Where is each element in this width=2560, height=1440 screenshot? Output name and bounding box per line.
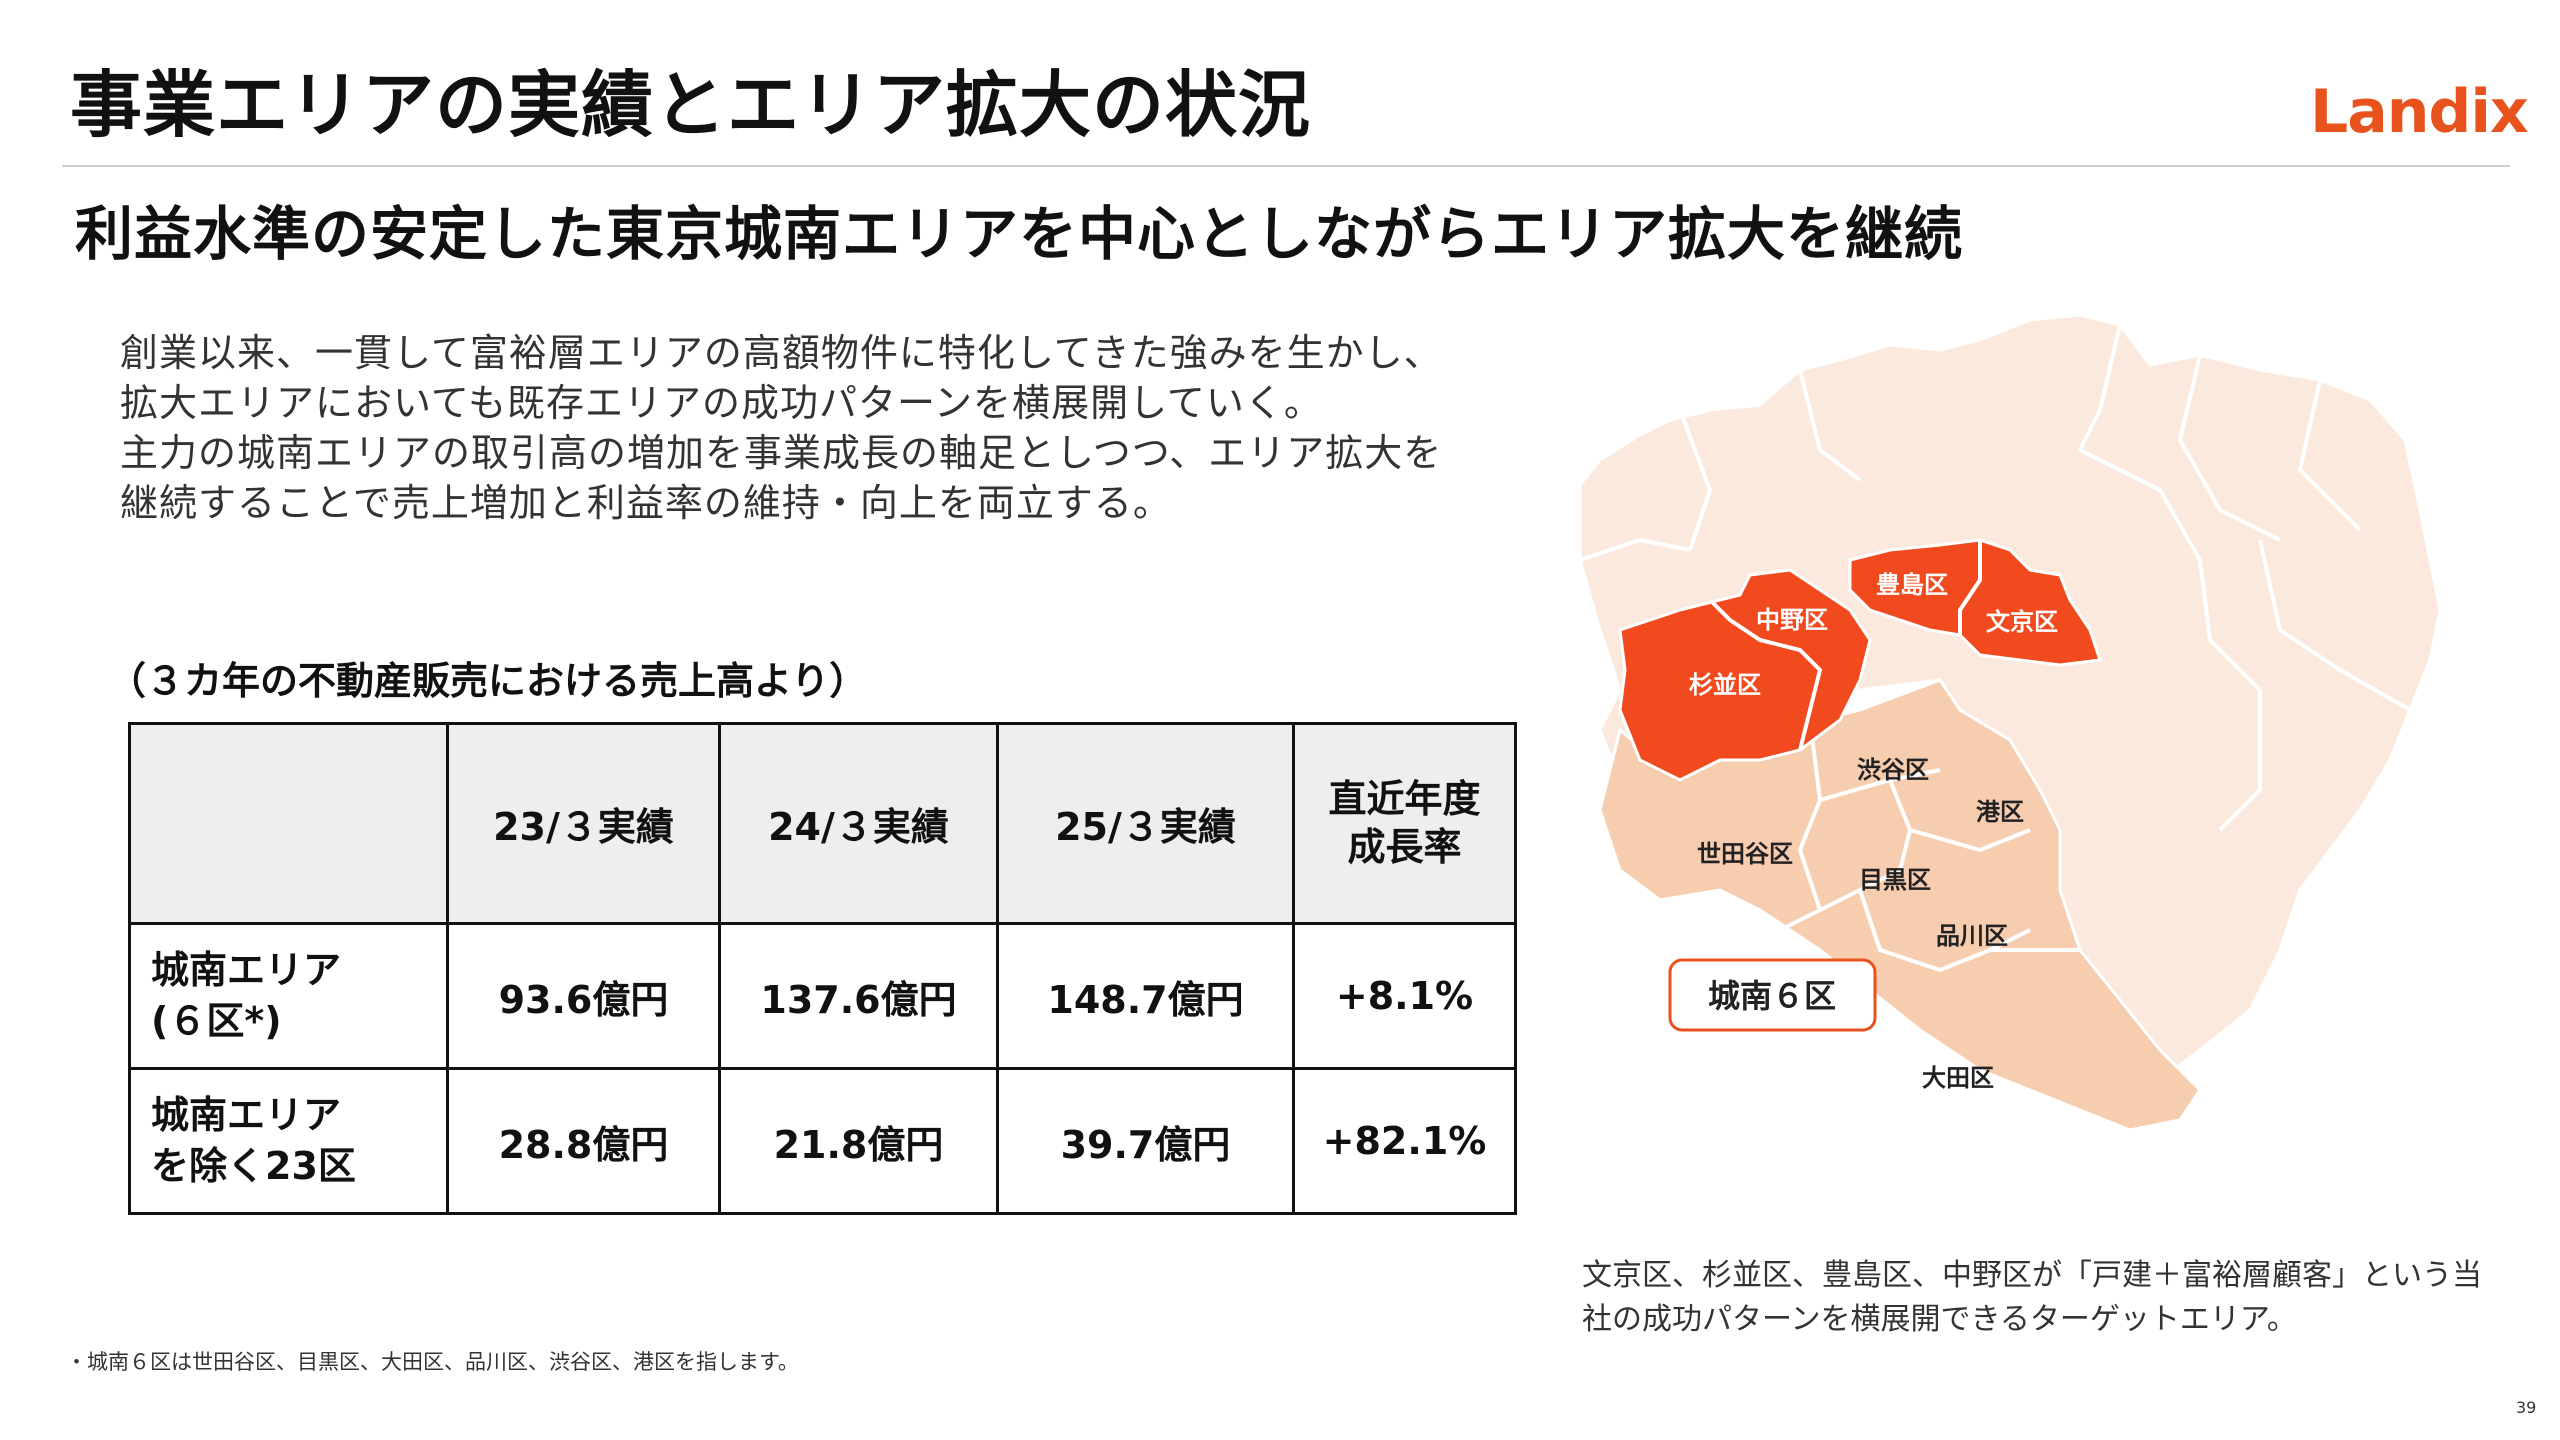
ward-label-shibuya: 渋谷区	[1857, 756, 1929, 784]
ward-label-ota: 大田区	[1922, 1064, 1994, 1092]
table-header-cell: 23/３実績	[446, 722, 721, 925]
jonan-wards-layer	[1598, 678, 2202, 1132]
table-row: 城南エリア を除く23区 28.8億円 21.8億円 39.7億円 +82.1%	[128, 1067, 1517, 1215]
ward-label-shinagawa: 品川区	[1936, 922, 2008, 950]
sales-table: 23/３実績 24/３実績 25/３実績 直近年度 成長率 城南エリア (６区*…	[128, 722, 1517, 1215]
ward-labels: 豊島区 中野区 文京区 杉並区 渋谷区 港区 世田谷区 目黒区 品川区 大田区	[1689, 571, 2058, 1092]
table-cell: 39.7億円	[996, 1067, 1295, 1215]
landix-logo: Landix	[2310, 77, 2529, 147]
table-cell: +8.1%	[1292, 922, 1517, 1070]
tokyo-wards-map: 豊島区 中野区 文京区 杉並区 渋谷区 港区 世田谷区 目黒区 品川区 大田区 …	[1578, 313, 2442, 1132]
ward-label-setagaya: 世田谷区	[1697, 840, 1793, 868]
ward-border-lines	[1579, 324, 2411, 832]
page-number: 39	[2516, 1398, 2537, 1417]
table-cell: +82.1%	[1292, 1067, 1517, 1215]
ward-label-meguro: 目黒区	[1859, 866, 1931, 894]
suginami-nakano-border	[1708, 598, 1823, 751]
body-paragraph-1: 創業以来、一貫して富裕層エリアの高額物件に特化してきた強みを生かし、拡大エリアに…	[120, 331, 1443, 425]
legend-box-label: 城南６区	[1708, 977, 1836, 1015]
table-cell: 137.6億円	[718, 922, 999, 1070]
table-header-cell: 25/３実績	[996, 722, 1295, 925]
jonan-legend-box: 城南６区	[1668, 958, 1877, 1032]
jonan-shape	[1598, 678, 2202, 1132]
table-cell: 28.8億円	[446, 1067, 721, 1215]
ward-label-suginami: 杉並区	[1689, 671, 1761, 699]
table-caption: （３カ年の不動産販売における売上高より）	[108, 659, 868, 703]
map-caption: 文京区、杉並区、豊島区、中野区が「戸建＋富裕層顧客」という当社の成功パターンを横…	[1582, 1258, 2482, 1337]
ward-label-toshima: 豊島区	[1876, 571, 1948, 599]
body-text: 創業以来、一貫して富裕層エリアの高額物件に特化してきた強みを生かし、拡大エリアに…	[120, 328, 1460, 528]
target-wards-layer	[1618, 538, 2103, 782]
ward-label-bunkyo: 文京区	[1986, 608, 2058, 636]
slide-subtitle: 利益水準の安定した東京城南エリアを中心としながらエリア拡大を継続	[75, 200, 1964, 268]
table-header-cell: 24/３実績	[718, 722, 999, 925]
ward-label-nakano: 中野区	[1756, 606, 1828, 634]
table-row: 城南エリア (６区*) 93.6億円 137.6億円 148.7億円 +8.1%	[128, 922, 1517, 1070]
other-wards-layer	[1578, 313, 2442, 1102]
table-cell: 148.7億円	[996, 922, 1295, 1070]
row-label: 城南エリア (６区*)	[128, 922, 449, 1070]
title-divider	[62, 165, 2510, 167]
jonan-borders	[1779, 719, 2080, 973]
slide-title: 事業エリアの実績とエリア拡大の状況	[70, 63, 1312, 147]
legend-box-frame	[1668, 958, 1877, 1032]
row-label: 城南エリア を除く23区	[128, 1067, 449, 1215]
table-cell: 93.6億円	[446, 922, 721, 1070]
ward-label-minato: 港区	[1976, 798, 2024, 826]
table-header-cell: 直近年度 成長率	[1292, 722, 1517, 925]
toshima-bunkyo-border	[1958, 540, 1982, 635]
table-header-cell	[128, 722, 449, 925]
footnote: ・城南６区は世田谷区、目黒区、大田区、品川区、渋谷区、港区を指します。	[66, 1350, 799, 1374]
table-cell: 21.8億円	[718, 1067, 999, 1215]
body-paragraph-2: 主力の城南エリアの取引高の増加を事業成長の軸足としつつ、エリア拡大を継続すること…	[120, 431, 1443, 525]
table-header-row: 23/３実績 24/３実績 25/３実績 直近年度 成長率	[128, 722, 1517, 925]
